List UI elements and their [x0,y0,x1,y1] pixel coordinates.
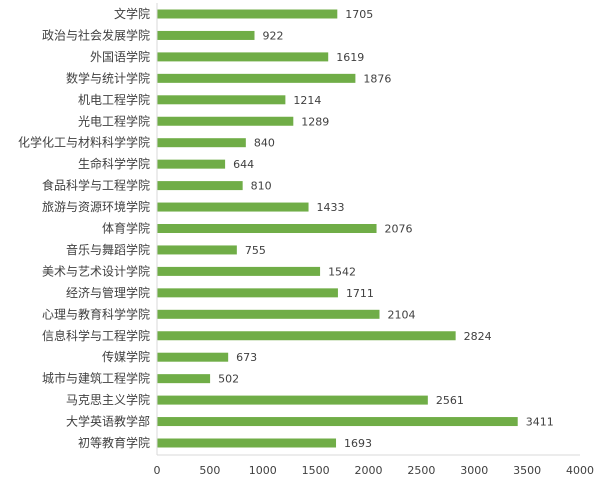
category-label: 大学英语教学部 [66,414,150,429]
data-label: 2076 [385,223,413,236]
bar [157,116,294,126]
category-label: 生命科学学院 [78,156,150,171]
bar [157,181,243,191]
bar [157,95,286,105]
bar [157,73,356,83]
bar [157,309,380,319]
bar [157,417,518,427]
x-tick-label: 2500 [407,464,435,477]
data-label: 1542 [328,265,356,278]
category-label: 城市与建筑工程学院 [42,371,150,386]
bar [157,352,229,362]
data-label: 1876 [363,72,391,85]
data-label: 1711 [346,287,374,300]
data-label: 840 [254,137,275,150]
category-label: 音乐与舞蹈学院 [66,242,150,257]
category-label: 数学与统计学院 [66,70,150,85]
data-label: 3411 [526,416,554,429]
bar [157,288,338,298]
bar [157,9,338,19]
category-label: 美术与艺术设计学院 [42,263,150,278]
data-label: 755 [245,244,266,257]
data-label: 810 [251,180,272,193]
data-label: 1433 [317,201,345,214]
category-label: 经济与管理学院 [66,285,150,300]
x-tick-label: 4000 [566,464,594,477]
bar [157,159,226,169]
ticks-layer: 0 500 1000 1500 2000 2500 3000 3500 4000 [154,464,595,477]
bar [157,52,329,62]
bar [157,138,246,148]
category-label: 信息科学与工程学院 [42,328,150,343]
bar [157,245,237,255]
x-tick-label: 500 [199,464,220,477]
x-tick-label: 3500 [513,464,541,477]
data-label: 1705 [345,8,373,21]
data-label: 502 [218,373,239,386]
data-label: 1214 [293,94,321,107]
category-label: 光电工程学院 [78,113,150,128]
category-label: 机电工程学院 [78,92,150,107]
category-label: 传媒学院 [102,349,150,364]
category-label: 旅游与资源环境学院 [42,199,150,214]
bar [157,202,309,212]
data-label: 1693 [344,437,372,450]
category-label: 外国语学院 [90,49,150,64]
x-tick-label: 2000 [355,464,383,477]
labels-layer: 文学院 1705 政治与社会发展学院 922 外国语学院 1619 数学与统计学院 1876 机… [18,6,554,450]
category-label: 体育学院 [102,221,150,236]
bar [157,374,211,384]
data-label: 922 [263,29,284,42]
bar [157,438,337,448]
bar [157,266,321,276]
data-label: 2104 [388,308,416,321]
bar [157,331,456,341]
category-label: 马克思主义学院 [66,392,150,407]
x-tick-label: 3000 [460,464,488,477]
category-label: 化学化工与材料科学学院 [18,135,150,150]
x-tick-label: 1000 [249,464,277,477]
data-label: 2824 [464,330,492,343]
category-label: 心理与教育科学学院 [42,306,150,321]
bar [157,395,428,405]
data-label: 644 [233,158,254,171]
bar [157,30,255,40]
category-label: 初等教育学院 [78,435,150,450]
bar [157,224,377,233]
data-label: 1289 [301,115,329,128]
category-label: 食品科学与工程学院 [42,178,150,193]
data-label: 673 [236,351,257,364]
x-tick-label: 1500 [302,464,330,477]
category-label: 文学院 [114,6,150,21]
data-label: 1619 [336,51,364,64]
x-tick-label: 0 [154,464,161,477]
category-label: 政治与社会发展学院 [42,27,150,42]
data-label: 2561 [436,394,464,407]
bars-layer [157,9,518,448]
